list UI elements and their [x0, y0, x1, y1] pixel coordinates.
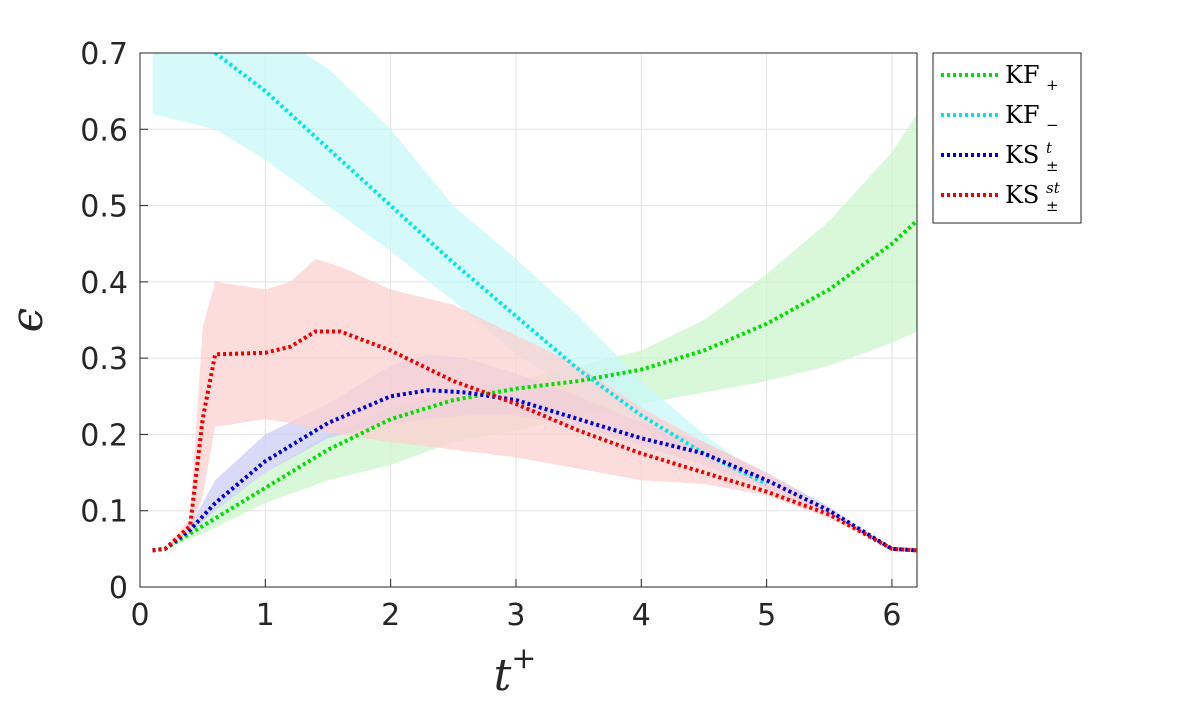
line-series-3: [152, 329, 917, 553]
y-tick-label: 0.5: [80, 190, 128, 225]
legend-entry: KS st ±: [1005, 179, 1061, 215]
y-tick-label: 0.3: [80, 342, 128, 377]
x-tick-label: 5: [757, 598, 776, 633]
y-tick-label: 0.2: [80, 418, 128, 453]
legend-box: [932, 52, 1082, 224]
x-tick-label: 6: [882, 598, 901, 633]
legend-entry: KS t ±: [1005, 139, 1059, 175]
x-axis-label: t+: [494, 641, 537, 701]
series-lines: [152, 53, 917, 553]
y-tick-label: 0: [109, 571, 128, 606]
x-tick-label: 2: [381, 598, 400, 633]
band-series-0: [152, 114, 917, 551]
legend-entry: KF −: [1005, 101, 1059, 134]
y-axis-label: ϵ: [2, 308, 53, 333]
confidence-bands: [152, 53, 917, 551]
line-series-1: [213, 53, 768, 486]
line-series-0: [152, 219, 917, 553]
y-tick-label: 0.6: [80, 113, 128, 148]
x-tick-label: 1: [256, 598, 275, 633]
tick-labels: 0 1 2 3 4 5 6 0 0.1 0.2 0.3 0.4 0.5 0.6 0.7: [80, 37, 901, 633]
legend: KF + KF − KS t ± KS st ±: [932, 52, 1082, 224]
x-tick-label: 0: [130, 598, 149, 633]
x-tick-label: 3: [506, 598, 525, 633]
legend-entry: KF +: [1005, 61, 1059, 94]
y-tick-label: 0.4: [80, 266, 128, 301]
band-series-1: [152, 53, 767, 488]
plot-frame: [139, 52, 918, 588]
y-tick-label: 0.7: [80, 37, 128, 72]
y-tick-label: 0.1: [80, 495, 128, 530]
line-series-2: [152, 388, 917, 553]
x-tick-label: 4: [632, 598, 651, 633]
